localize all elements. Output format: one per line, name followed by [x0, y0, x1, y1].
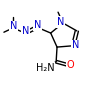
- Text: N: N: [10, 21, 17, 31]
- Text: N: N: [72, 40, 79, 50]
- Text: O: O: [67, 60, 74, 70]
- Text: N: N: [22, 26, 29, 36]
- Text: N: N: [57, 17, 64, 27]
- Text: H₂N: H₂N: [36, 63, 54, 73]
- Text: N: N: [34, 20, 41, 30]
